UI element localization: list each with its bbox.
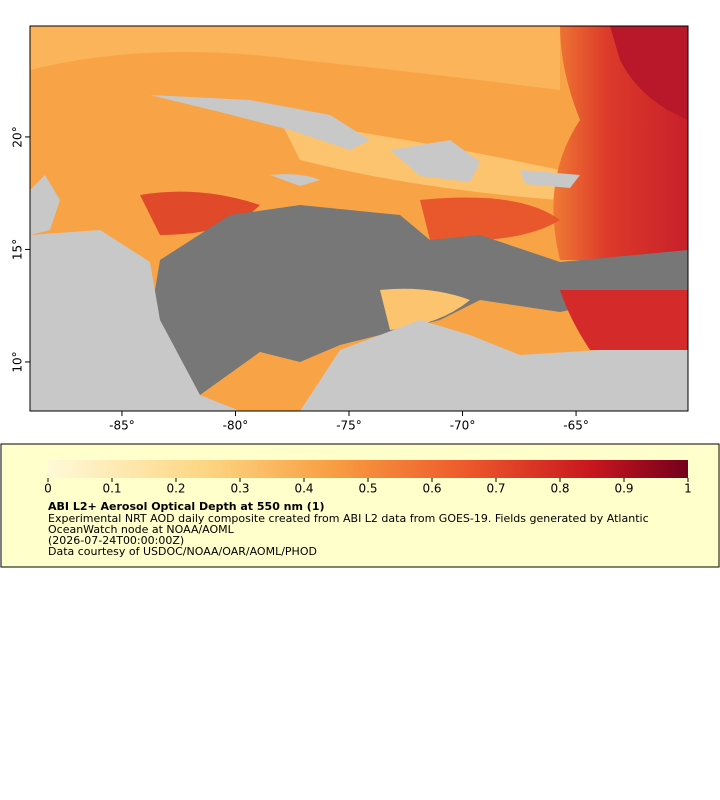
y-tick-label: 10° xyxy=(11,351,25,372)
colorbar-tick-label: 0.9 xyxy=(614,482,633,496)
x-tick-label: -80° xyxy=(223,419,249,433)
x-tick-label: -65° xyxy=(563,419,589,433)
legend-line: OceanWatch node at NOAA/AOML xyxy=(48,523,235,536)
colorbar-tick-label: 0 xyxy=(44,482,52,496)
x-tick-label: -75° xyxy=(336,419,362,433)
colorbar xyxy=(48,460,688,478)
colorbar-tick-label: 0.5 xyxy=(358,482,377,496)
legend-line: Data courtesy of USDOC/NOAA/OAR/AOML/PHO… xyxy=(48,545,317,558)
colorbar-tick-label: 0.3 xyxy=(230,482,249,496)
colorbar-tick-label: 0.7 xyxy=(486,482,505,496)
legend-line: (2026-07-24T00:00:00Z) xyxy=(48,534,184,547)
colorbar-tick-label: 0.1 xyxy=(102,482,121,496)
colorbar-tick-label: 0.4 xyxy=(294,482,313,496)
y-tick-label: 20° xyxy=(11,126,25,147)
map-frame xyxy=(29,25,689,412)
y-tick-label: 15° xyxy=(11,239,25,260)
map-image xyxy=(30,26,688,411)
x-tick-label: -85° xyxy=(109,419,135,433)
legend-title: ABI L2+ Aerosol Optical Depth at 550 nm … xyxy=(48,500,325,513)
x-tick-label: -70° xyxy=(450,419,476,433)
colorbar-tick-label: 0.6 xyxy=(422,482,441,496)
colorbar-tick-label: 1 xyxy=(684,482,692,496)
colorbar-tick-label: 0.8 xyxy=(550,482,569,496)
legend-line: Experimental NRT AOD daily composite cre… xyxy=(48,512,649,525)
colorbar-tick-label: 0.2 xyxy=(166,482,185,496)
